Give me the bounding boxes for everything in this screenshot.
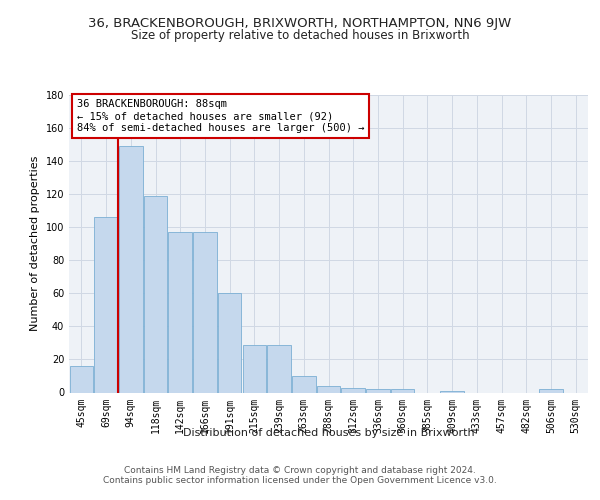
Y-axis label: Number of detached properties: Number of detached properties xyxy=(30,156,40,332)
Bar xyxy=(317,386,340,392)
Bar xyxy=(440,391,464,392)
Bar xyxy=(94,218,118,392)
Bar xyxy=(218,294,241,392)
Text: Contains HM Land Registry data © Crown copyright and database right 2024.: Contains HM Land Registry data © Crown c… xyxy=(124,466,476,475)
Bar xyxy=(366,389,389,392)
Bar xyxy=(70,366,93,392)
Bar xyxy=(539,389,563,392)
Bar xyxy=(144,196,167,392)
Text: Size of property relative to detached houses in Brixworth: Size of property relative to detached ho… xyxy=(131,28,469,42)
Bar xyxy=(169,232,192,392)
Bar xyxy=(341,388,365,392)
Text: Distribution of detached houses by size in Brixworth: Distribution of detached houses by size … xyxy=(183,428,475,438)
Text: Contains public sector information licensed under the Open Government Licence v3: Contains public sector information licen… xyxy=(103,476,497,485)
Bar xyxy=(391,389,415,392)
Bar xyxy=(119,146,143,392)
Bar xyxy=(193,232,217,392)
Text: 36 BRACKENBOROUGH: 88sqm
← 15% of detached houses are smaller (92)
84% of semi-d: 36 BRACKENBOROUGH: 88sqm ← 15% of detach… xyxy=(77,100,364,132)
Bar xyxy=(292,376,316,392)
Bar xyxy=(268,344,291,393)
Text: 36, BRACKENBOROUGH, BRIXWORTH, NORTHAMPTON, NN6 9JW: 36, BRACKENBOROUGH, BRIXWORTH, NORTHAMPT… xyxy=(88,18,512,30)
Bar xyxy=(242,344,266,393)
